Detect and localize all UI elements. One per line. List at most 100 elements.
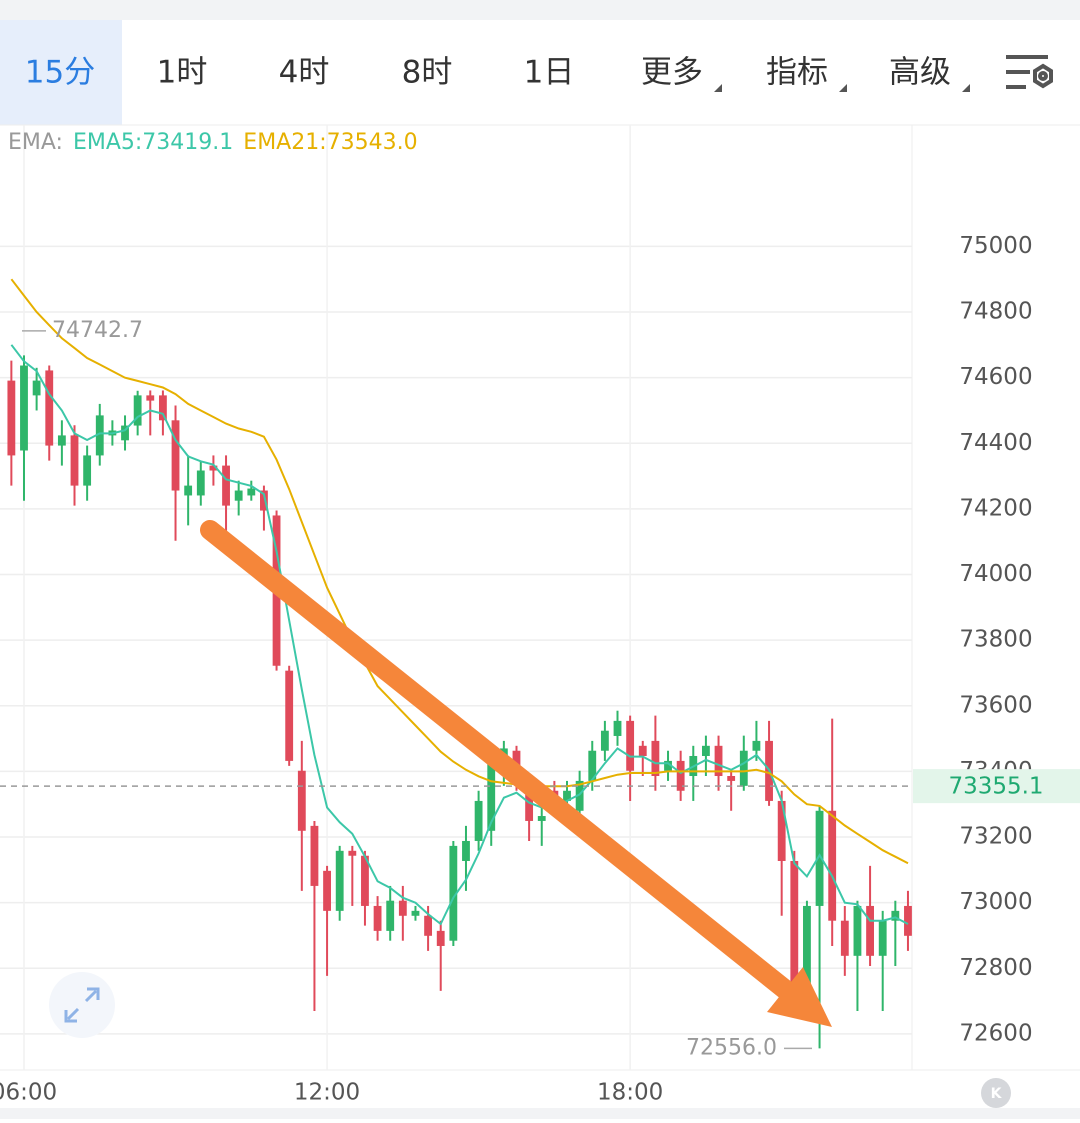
candle-body xyxy=(95,415,104,456)
candle-body xyxy=(335,850,344,911)
y-tick-label: 73800 xyxy=(959,627,1032,653)
trend-arrow xyxy=(200,520,832,1027)
indicator-value: EMA21:73543.0 xyxy=(243,130,417,155)
candle-body xyxy=(676,760,685,791)
candle-body xyxy=(234,490,243,501)
candle-body xyxy=(146,395,155,401)
y-tick-label: 74600 xyxy=(959,364,1032,390)
ema-line xyxy=(10,344,909,926)
candle-body xyxy=(398,900,407,916)
svg-text:K: K xyxy=(991,1086,1003,1102)
candle-body xyxy=(133,395,142,426)
candle-body xyxy=(260,490,268,511)
y-tick-label: 74400 xyxy=(959,430,1032,456)
tab[interactable]: 1时 xyxy=(157,55,208,91)
last-price-box xyxy=(913,769,1080,804)
expand-button[interactable] xyxy=(49,972,115,1038)
candle-body xyxy=(638,745,647,756)
candle-body xyxy=(285,670,294,761)
candle-body xyxy=(803,905,811,986)
candle-body xyxy=(462,840,470,861)
candle-body xyxy=(815,810,824,906)
x-tick-label: 12:00 xyxy=(294,1080,360,1106)
candle-body xyxy=(664,760,672,771)
candle-body xyxy=(57,435,66,446)
candle-body xyxy=(891,910,900,921)
tab[interactable]: 指标 xyxy=(766,55,828,91)
y-tick-label: 72600 xyxy=(959,1020,1032,1046)
indicator-value: EMA5:73419.1 xyxy=(73,130,233,155)
tab-bar xyxy=(0,20,1080,125)
candle-body xyxy=(752,740,761,751)
candle-body xyxy=(575,780,584,811)
candle-body xyxy=(171,420,180,491)
low-marker-label: 72556.0 xyxy=(686,1035,777,1060)
candle-body xyxy=(70,435,79,486)
candle-body xyxy=(474,800,483,841)
candle-body xyxy=(487,760,496,831)
candle-body xyxy=(121,425,129,441)
candle-body xyxy=(525,780,534,821)
y-tick-label: 73000 xyxy=(959,889,1032,915)
ema-line xyxy=(10,278,909,865)
candle-body xyxy=(626,720,635,771)
tab[interactable]: 4时 xyxy=(279,55,330,91)
candle-body xyxy=(436,930,445,946)
dropdown-caret xyxy=(839,84,847,92)
k-button[interactable]: K xyxy=(981,1078,1011,1108)
candle-body xyxy=(651,740,660,776)
tab[interactable]: 高级 xyxy=(889,55,951,91)
last-price-label: 73355.1 xyxy=(948,774,1043,800)
tab[interactable]: 8时 xyxy=(402,55,453,91)
active-tab-bg xyxy=(0,20,122,125)
plot: 74742.7 72556.0 xyxy=(7,278,912,1060)
candle-body xyxy=(424,915,433,936)
candle-body xyxy=(904,905,912,936)
candle-body xyxy=(739,750,748,786)
candle-body xyxy=(537,816,546,821)
settings-icon[interactable] xyxy=(1006,55,1053,89)
x-tick-label: 06:00 xyxy=(0,1080,57,1106)
candle-body xyxy=(790,860,799,986)
candle-body xyxy=(613,720,622,736)
candle-body xyxy=(840,920,849,956)
candle-body xyxy=(158,395,167,421)
candle-body xyxy=(701,745,710,756)
candle-body xyxy=(828,810,837,921)
high-marker-label: 74742.7 xyxy=(52,318,143,343)
candle-body xyxy=(297,770,306,831)
candle-body xyxy=(222,465,230,506)
candle-body xyxy=(563,790,571,801)
candle-body xyxy=(386,900,395,931)
dropdown-caret xyxy=(714,84,722,92)
dropdown-caret xyxy=(962,84,970,92)
indicator-header: EMA: EMA5:73419.1 EMA21:73543.0 xyxy=(8,130,418,155)
candle-body xyxy=(20,365,28,451)
candle-body xyxy=(361,855,369,906)
candle-body xyxy=(7,380,16,456)
candle-body xyxy=(588,750,597,781)
candle-body xyxy=(449,845,458,941)
candle-body xyxy=(310,825,319,886)
y-tick-label: 72800 xyxy=(959,955,1032,981)
candle-body xyxy=(32,380,41,396)
tab[interactable]: 更多 xyxy=(641,55,703,91)
candle-body xyxy=(209,465,218,471)
candle-body xyxy=(373,905,382,931)
candle-body xyxy=(878,920,887,956)
candle-body xyxy=(411,910,420,916)
candle-body xyxy=(247,488,256,496)
tab[interactable]: 15分 xyxy=(25,55,95,91)
candle-body xyxy=(184,485,193,496)
y-tick-label: 75000 xyxy=(959,233,1032,259)
y-tick-label: 73600 xyxy=(959,692,1032,718)
candle-body xyxy=(600,730,609,751)
bottom-strip xyxy=(0,1108,1080,1119)
y-tick-label: 74000 xyxy=(959,561,1032,587)
candle-body xyxy=(727,776,736,781)
axes: 7260072800730007320073400736007380074000… xyxy=(0,233,1080,1106)
candle-body xyxy=(853,905,862,956)
tab[interactable]: 1日 xyxy=(524,55,575,91)
